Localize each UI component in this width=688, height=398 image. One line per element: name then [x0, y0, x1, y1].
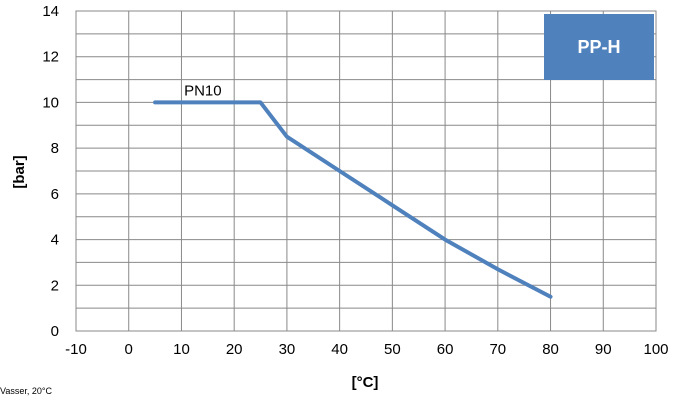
- badge-label: PP-H: [577, 37, 620, 57]
- y-tick-label: 0: [51, 323, 59, 340]
- x-tick-label: 10: [173, 341, 190, 358]
- tick-labels: -10 0 10 20 30 40 50 60 70 80 90 100 0 2 4 6 8 10 12 14: [42, 3, 668, 358]
- x-tick-label: 100: [643, 341, 668, 358]
- x-tick-label: 0: [125, 341, 133, 358]
- y-tick-label: 6: [51, 186, 59, 203]
- x-tick-label: 20: [226, 341, 243, 358]
- x-tick-label: 80: [542, 341, 559, 358]
- plot-frame: [75, 10, 657, 332]
- series-label: PN10: [184, 82, 222, 99]
- footnote: Vasser, 20°C: [0, 386, 52, 396]
- x-tick-label: 50: [384, 341, 401, 358]
- y-tick-label: 12: [42, 49, 59, 66]
- x-tick-label: 90: [595, 341, 612, 358]
- y-tick-label: 10: [42, 94, 59, 111]
- series-line-pn10: [153, 100, 553, 299]
- badge-box: [544, 14, 654, 80]
- y-axis-title: [bar]: [11, 155, 28, 188]
- x-tick-label: 60: [437, 341, 454, 358]
- y-tick-label: 2: [51, 277, 59, 294]
- chart-badge: PP-H: [544, 14, 654, 80]
- x-tick-label: -10: [65, 341, 87, 358]
- y-tick-label: 4: [51, 232, 59, 249]
- series-layer: PN10: [153, 82, 553, 299]
- x-tick-label: 40: [331, 341, 348, 358]
- x-axis-title: [°C]: [352, 374, 379, 391]
- x-tick-label: 30: [279, 341, 296, 358]
- x-tick-label: 70: [489, 341, 506, 358]
- y-tick-label: 14: [42, 3, 59, 20]
- y-tick-label: 8: [51, 140, 59, 157]
